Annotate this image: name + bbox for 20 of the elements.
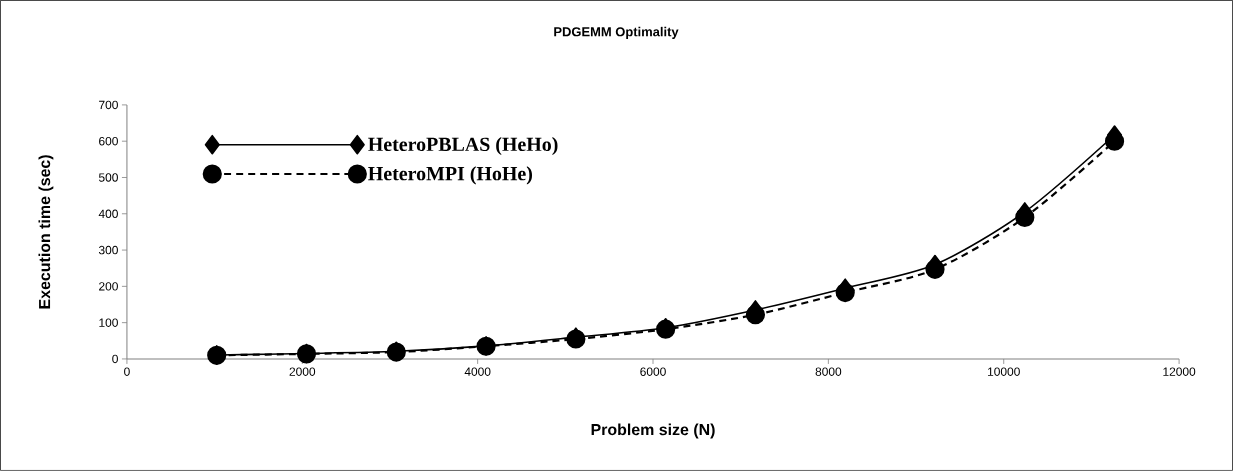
x-tick-label: 6000 (640, 367, 666, 376)
x-tick-label: 12000 (1163, 367, 1196, 376)
legend-label: HeteroMPI (HoHe) (368, 166, 533, 185)
y-tick-label: 200 (99, 282, 118, 291)
y-tick-label: 0 (112, 354, 118, 364)
y-tick-label: 700 (99, 100, 118, 110)
chart-title: PDGEMM Optimality (554, 26, 679, 39)
x-tick-label: 8000 (815, 367, 842, 376)
x-tick-label: 2000 (289, 367, 316, 376)
x-tick-label: 10000 (988, 367, 1020, 376)
legend-label: HeteroPBLAS (HeHo) (368, 137, 558, 156)
y-tick-label: 400 (98, 209, 118, 219)
y-tick-label: 600 (99, 137, 118, 146)
y-tick-label: 300 (98, 245, 118, 255)
y-tick-label: 100 (99, 318, 118, 327)
x-tick-label: 4000 (464, 367, 491, 376)
x-axis-title: Problem size (N) (591, 423, 715, 439)
x-tick-label: 0 (124, 367, 130, 376)
y-tick-label: 500 (98, 173, 118, 182)
y-axis-title: Execution time (sec) (38, 155, 54, 309)
